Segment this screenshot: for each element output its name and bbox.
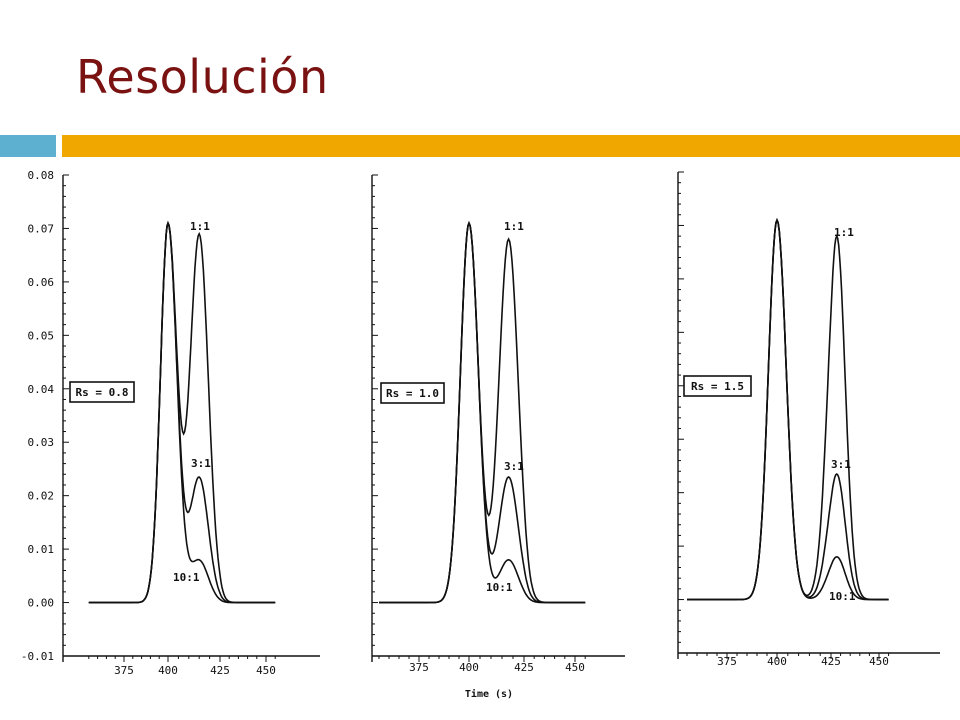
series-line-1-to-1 <box>379 221 586 604</box>
accent-bar-left <box>0 135 56 157</box>
x-tick-label: 400 <box>158 664 178 677</box>
series-label: 3:1 <box>831 458 851 471</box>
x-tick-label: 425 <box>821 655 841 668</box>
x-tick-label: 400 <box>767 655 787 668</box>
x-tick-label: 450 <box>869 655 889 668</box>
y-tick-label: 0.01 <box>28 543 55 556</box>
series-label: 1:1 <box>190 220 210 233</box>
resolution-annotation-box <box>380 382 445 404</box>
series-label: 10:1 <box>829 590 856 603</box>
series-line-3-to-1 <box>379 221 586 604</box>
x-tick-label: 425 <box>210 664 230 677</box>
series-label: 10:1 <box>486 581 513 594</box>
y-tick-label: 0.03 <box>28 436 55 449</box>
y-tick-label: 0.07 <box>28 222 55 235</box>
y-tick-label: 0.08 <box>28 169 55 182</box>
y-tick-label: 0.00 <box>28 597 55 610</box>
slide-title: Resolución <box>76 50 329 104</box>
chromatogram-figure: -0.01 0.00 0.01 0.02 0.03 0.04 0.05 0.06 0.07 0.0… <box>21 169 940 700</box>
resolution-annotation: Rs = 1.0 <box>386 387 439 400</box>
series-label: 3:1 <box>504 460 524 473</box>
resolution-annotation: Rs = 0.8 <box>76 386 129 399</box>
series-line-10-to-1 <box>687 217 889 601</box>
series-line-10-to-1 <box>379 220 586 604</box>
resolution-annotation: Rs = 1.5 <box>691 380 744 393</box>
series-line-3-to-1 <box>88 220 276 604</box>
x-tick-label: 375 <box>114 664 134 677</box>
series-line-1-to-1 <box>88 220 276 604</box>
x-tick-label: 375 <box>717 655 737 668</box>
accent-bar-right <box>62 135 960 157</box>
chart-panel-1: -0.01 0.00 0.01 0.02 0.03 0.04 0.05 0.06 0.07 0.0… <box>21 169 320 677</box>
x-tick-label: 375 <box>409 661 429 674</box>
series-label: 1:1 <box>834 226 854 239</box>
y-tick-label: 0.04 <box>28 383 55 396</box>
x-tick-label: 450 <box>565 661 585 674</box>
chart-panel-2: 375 400 425 450 Time (s) 1:1 3:1 10:1 Rs = 1.0 <box>371 174 625 700</box>
y-tick-label: 0.02 <box>28 490 55 503</box>
x-tick-label: 425 <box>514 661 534 674</box>
x-axis-label: Time (s) <box>465 688 513 700</box>
x-tick-label: 450 <box>256 664 276 677</box>
y-tick-label: -0.01 <box>21 650 54 663</box>
x-tick-label: 400 <box>459 661 479 674</box>
y-tick-label: 0.05 <box>28 329 55 342</box>
resolution-annotation-box <box>683 375 752 397</box>
resolution-annotation-box <box>69 381 135 403</box>
chart-panel-3: 375 400 425 450 1:1 3:1 10:1 Rs = 1.5 <box>677 171 940 668</box>
series-line-10-to-1 <box>88 220 276 604</box>
series-label: 1:1 <box>504 220 524 233</box>
series-label: 3:1 <box>191 457 211 470</box>
y-tick-label: 0.06 <box>28 276 55 289</box>
series-label: 10:1 <box>173 571 200 584</box>
